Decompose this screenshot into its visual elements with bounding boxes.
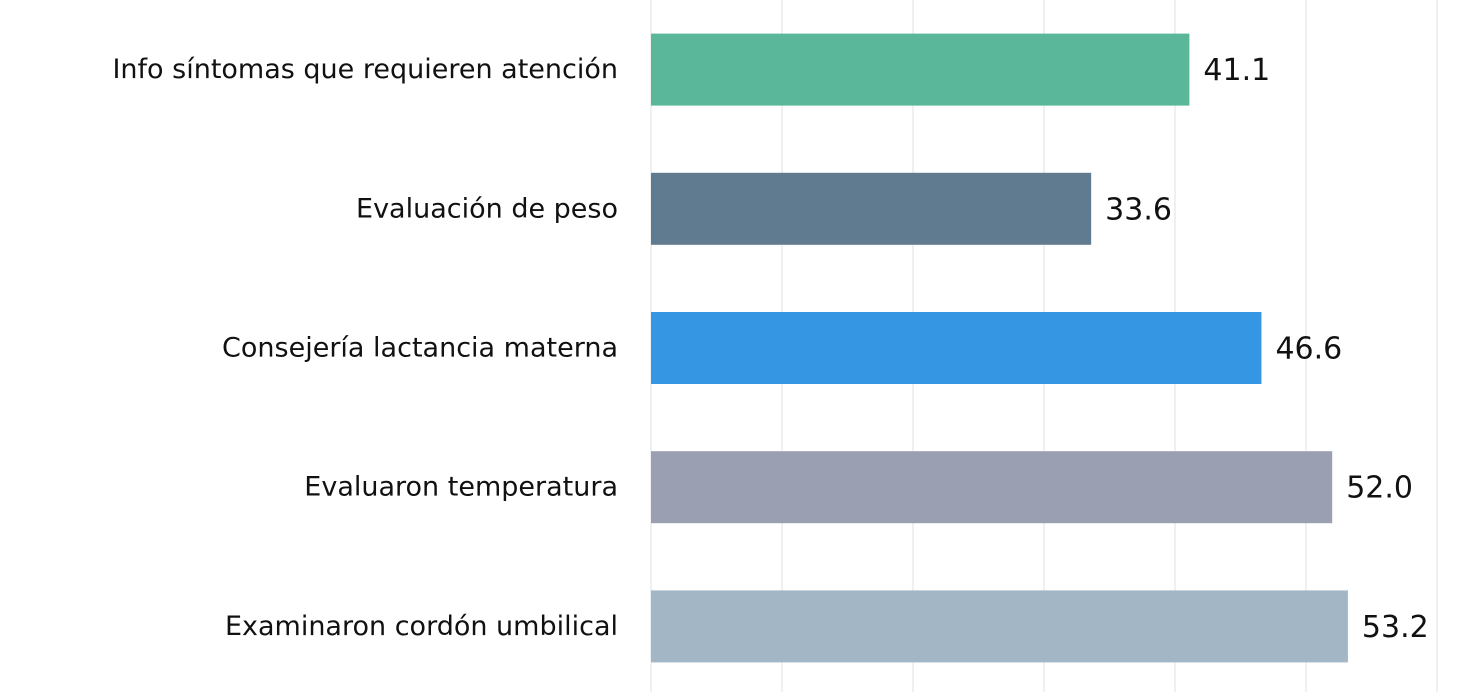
bar	[651, 33, 1190, 106]
category-label: Info síntomas que requieren atención	[112, 54, 618, 85]
category-label: Evaluaron temperatura	[304, 472, 618, 503]
value-label: 53.2	[1362, 610, 1429, 645]
bar	[651, 312, 1262, 384]
value-label: 46.6	[1275, 332, 1342, 367]
value-label: 52.0	[1346, 471, 1413, 506]
bar	[651, 172, 1092, 245]
value-label: 41.1	[1203, 53, 1270, 88]
value-label: 33.6	[1105, 192, 1172, 227]
category-label: Evaluación de peso	[356, 193, 618, 224]
category-label: Consejería lactancia materna	[222, 333, 618, 364]
category-label: Examinaron cordón umbilical	[225, 611, 618, 642]
bar	[651, 451, 1333, 524]
bar	[651, 590, 1348, 663]
